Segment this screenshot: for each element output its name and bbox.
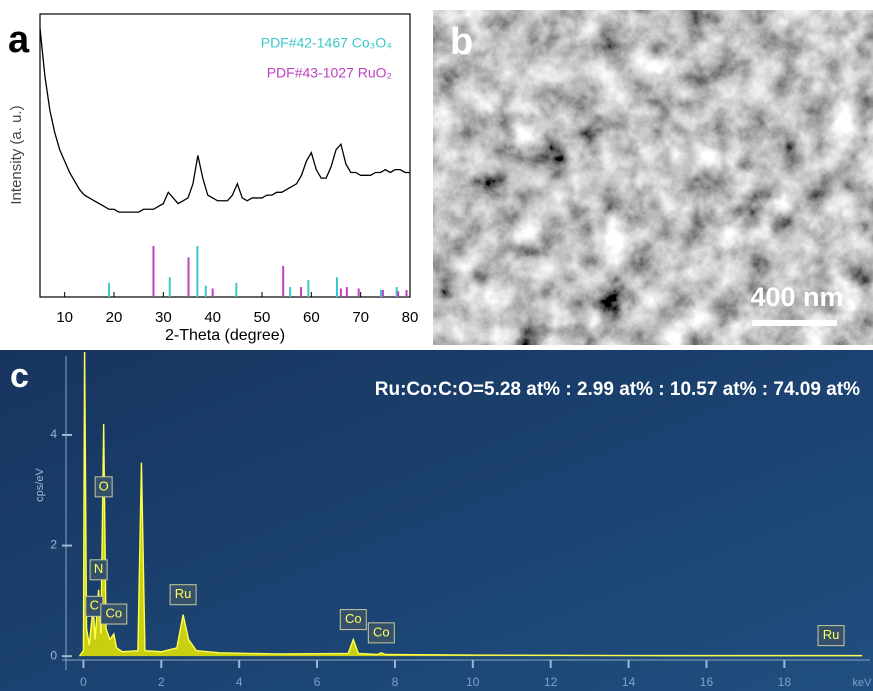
peak-label: Co: [345, 611, 362, 626]
panel-c: 0 2 4 0 2 4 6 8 10 12 14 16 18 keV cps/eV C N O Co Ru Co Co Ru…: [0, 346, 873, 691]
x-tick-label: 2: [158, 675, 165, 689]
x-axis-label: 2-Theta (degree): [165, 327, 285, 344]
y-tick-label: 2: [50, 538, 57, 552]
peak-label: N: [94, 561, 103, 576]
x-tick-label: 70: [352, 309, 369, 326]
x-tick-label: 80: [402, 309, 419, 326]
panel-label: b: [450, 21, 473, 63]
x-tick-label: 18: [778, 675, 792, 689]
x-tick-label: 14: [622, 675, 636, 689]
eds-background: [0, 350, 873, 691]
peak-label: O: [99, 478, 109, 493]
x-tick-label: 30: [155, 309, 172, 326]
y-tick-label: 0: [50, 648, 57, 662]
x-tick-label: 50: [254, 309, 271, 326]
legend-entry: PDF#42-1467 Co₃O₄: [261, 35, 393, 51]
peak-label: C: [90, 598, 99, 613]
x-tick-label: 40: [204, 309, 221, 326]
figure: a10203040506070802-Theta (degree)Intensi…: [0, 0, 873, 691]
x-tick-label: 6: [314, 675, 321, 689]
x-tick-label: 20: [106, 309, 123, 326]
x-axis-label: keV: [853, 677, 873, 689]
xrd-curve: [40, 28, 410, 212]
x-tick-label: 10: [56, 309, 73, 326]
composition: Ru:Co:C:O=5.28 at% : 2.99 at% : 10.57 at…: [375, 379, 860, 400]
y-axis-label: cps/eV: [34, 468, 46, 502]
peak-label: Ru: [823, 627, 840, 642]
legend-entry: PDF#43-1027 RuO₂: [267, 65, 392, 81]
y-tick-label: 4: [50, 427, 57, 441]
panel-label: c: [10, 357, 29, 395]
x-tick-label: 8: [392, 675, 399, 689]
x-tick-label: 60: [303, 309, 320, 326]
panel-b: b 400 nm: [433, 10, 873, 345]
peak-label: Co: [373, 624, 390, 639]
x-tick-label: 0: [80, 675, 87, 689]
x-tick-label: 12: [544, 675, 558, 689]
peak-label: Co: [105, 605, 122, 620]
scale-bar-label: 400 nm: [750, 282, 843, 312]
y-axis-label: Intensity (a. u.): [8, 105, 25, 204]
peak-label: Ru: [175, 586, 192, 601]
plot-frame: [40, 14, 410, 297]
x-tick-label: 16: [700, 675, 714, 689]
panel-label: a: [8, 19, 30, 61]
panel-a: a 10 20 30 40 50 60 70 80 2-Theta (degree) Intensi…: [8, 14, 418, 344]
x-tick-label: 10: [466, 675, 480, 689]
x-tick-label: 4: [236, 675, 243, 689]
